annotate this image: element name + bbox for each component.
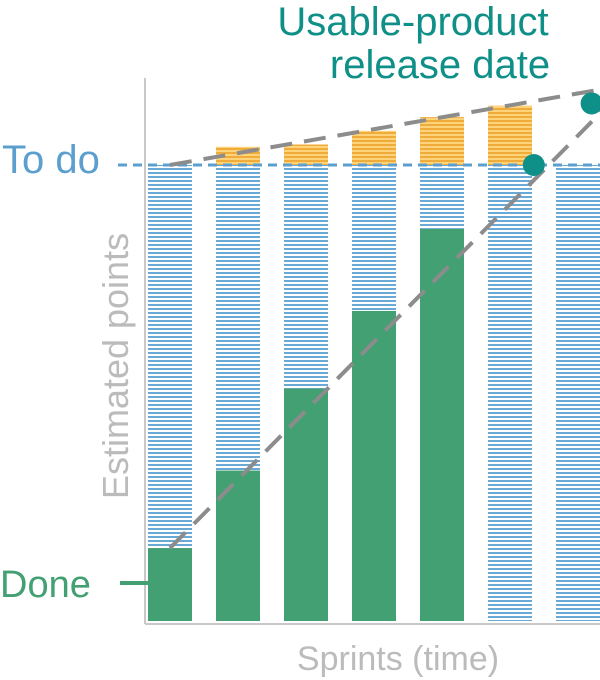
bar-to-do-sprint-6 bbox=[488, 165, 532, 621]
bar-to-do-sprint-2 bbox=[216, 165, 260, 471]
bar-to-do-sprint-7 bbox=[556, 165, 600, 621]
release-annotation-line2: release date bbox=[330, 43, 550, 87]
bar-done-sprint-5 bbox=[420, 228, 464, 621]
marker-done-meets-todo bbox=[522, 154, 545, 176]
done-trend-line bbox=[168, 110, 600, 550]
bar-added-scope-sprint-3 bbox=[284, 144, 328, 165]
todo-annotation: To do bbox=[2, 138, 100, 182]
scope-trend-line bbox=[169, 87, 600, 167]
bar-added-scope-sprint-4 bbox=[352, 130, 396, 165]
bar-to-do-sprint-3 bbox=[284, 165, 328, 389]
bar-to-do-sprint-4 bbox=[352, 165, 396, 311]
x-axis-label: Sprints (time) bbox=[297, 640, 499, 678]
bar-added-scope-sprint-5 bbox=[420, 117, 464, 165]
y-axis-label: Estimated points bbox=[95, 233, 136, 499]
bar-to-do-sprint-5 bbox=[420, 165, 464, 229]
bar-to-do-sprint-1 bbox=[148, 165, 192, 549]
markers-group bbox=[522, 92, 600, 176]
release-annotation-line1: Usable-product bbox=[277, 0, 548, 44]
done-annotation: Done bbox=[0, 564, 91, 606]
bar-added-scope-sprint-6 bbox=[488, 105, 532, 165]
marker-usable-product-release bbox=[580, 92, 600, 115]
bar-done-sprint-4 bbox=[352, 310, 396, 621]
